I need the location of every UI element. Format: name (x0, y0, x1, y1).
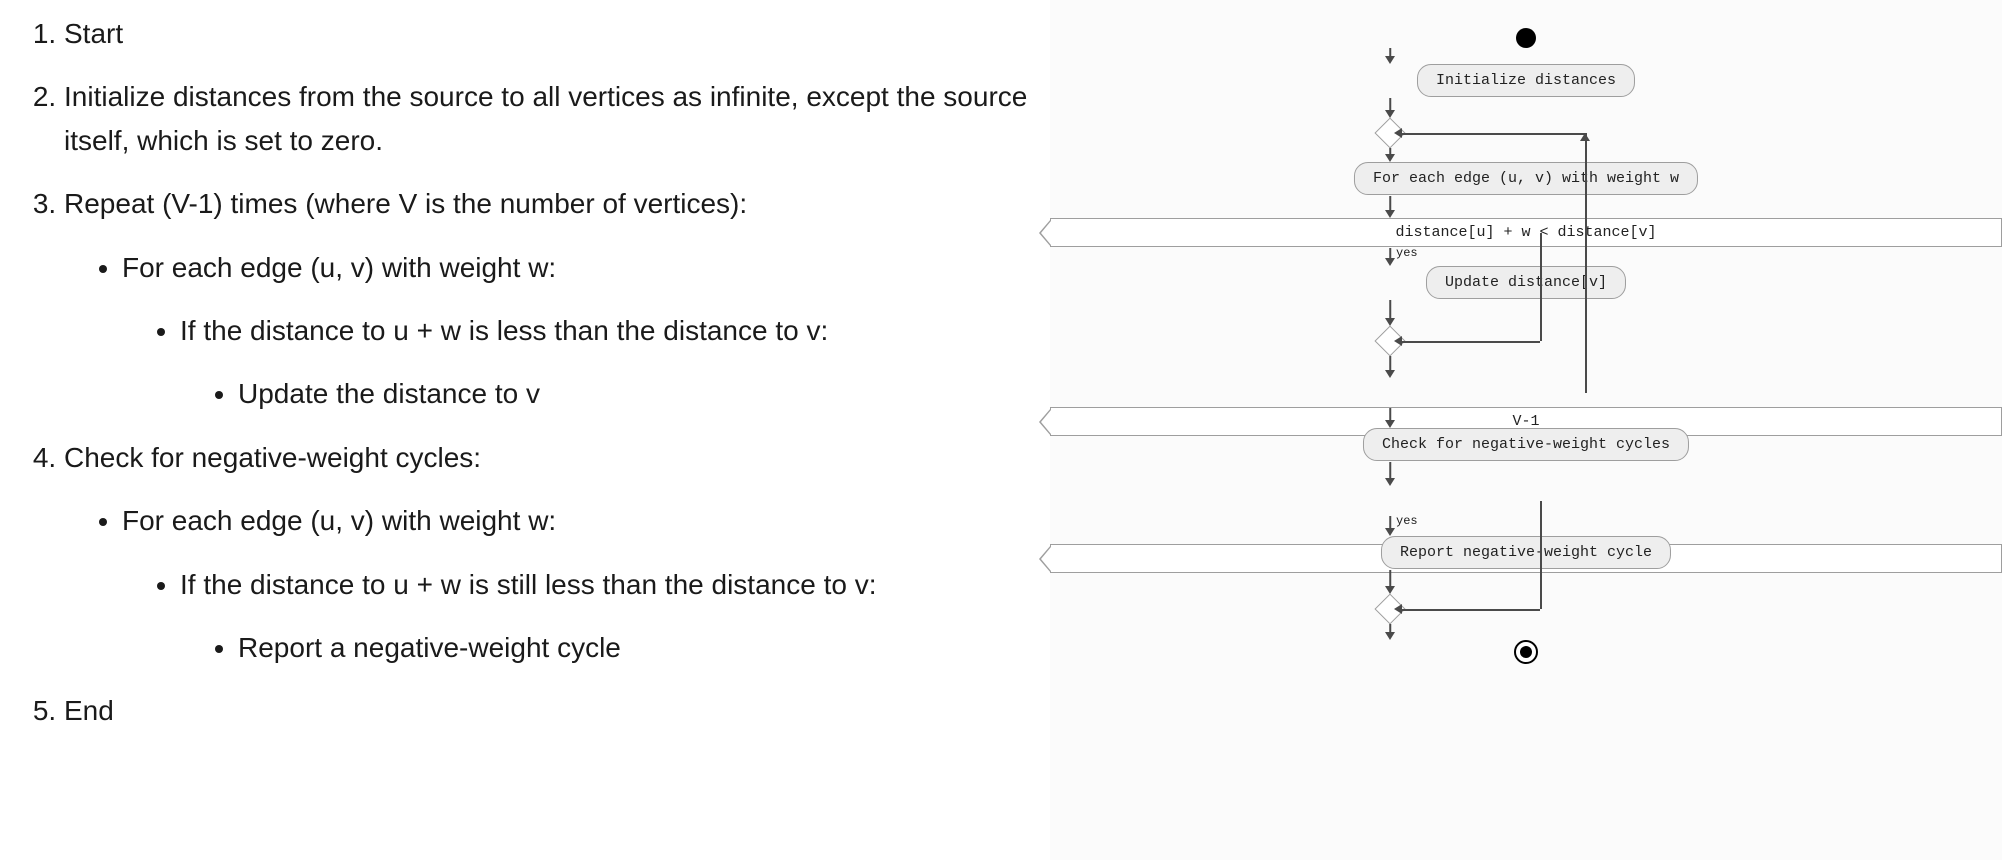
step-4-text: Check for negative-weight cycles: (64, 442, 481, 473)
flow-start (1516, 28, 1536, 48)
step-4c: Report a negative-weight cycle (238, 626, 1050, 669)
flow-label-yes2: yes (1396, 514, 1418, 528)
flow-end (1514, 640, 1538, 664)
algorithm-text: Start Initialize distances from the sour… (0, 0, 1050, 860)
flow-node-check: Check for negative-weight cycles (1363, 428, 1689, 461)
step-1: Start (64, 12, 1050, 55)
step-5: End (64, 689, 1050, 732)
step-3b: If the distance to u + w is less than th… (180, 309, 1050, 416)
flowchart: Initialize distances For each edge (u, v)… (1050, 0, 2002, 860)
step-4: Check for negative-weight cycles: For ea… (64, 436, 1050, 670)
flow-cond-cond1: distance[u] + w < distance[v] (1050, 218, 2002, 247)
step-4a: For each edge (u, v) with weight w: If t… (122, 499, 1050, 669)
flow-label-yes1: yes (1396, 246, 1418, 260)
flow-node-upd: Update distance[v] (1426, 266, 1626, 299)
flow-node-init: Initialize distances (1417, 64, 1635, 97)
step-2: Initialize distances from the source to … (64, 75, 1050, 162)
step-3c: Update the distance to v (238, 372, 1050, 415)
step-3: Repeat (V-1) times (where V is the numbe… (64, 182, 1050, 416)
step-3a: For each edge (u, v) with weight w: If t… (122, 246, 1050, 416)
step-4b: If the distance to u + w is still less t… (180, 563, 1050, 670)
step-3-text: Repeat (V-1) times (where V is the numbe… (64, 188, 747, 219)
flow-node-report: Report negative-weight cycle (1381, 536, 1671, 569)
flow-node-loop: For each edge (u, v) with weight w (1354, 162, 1698, 195)
